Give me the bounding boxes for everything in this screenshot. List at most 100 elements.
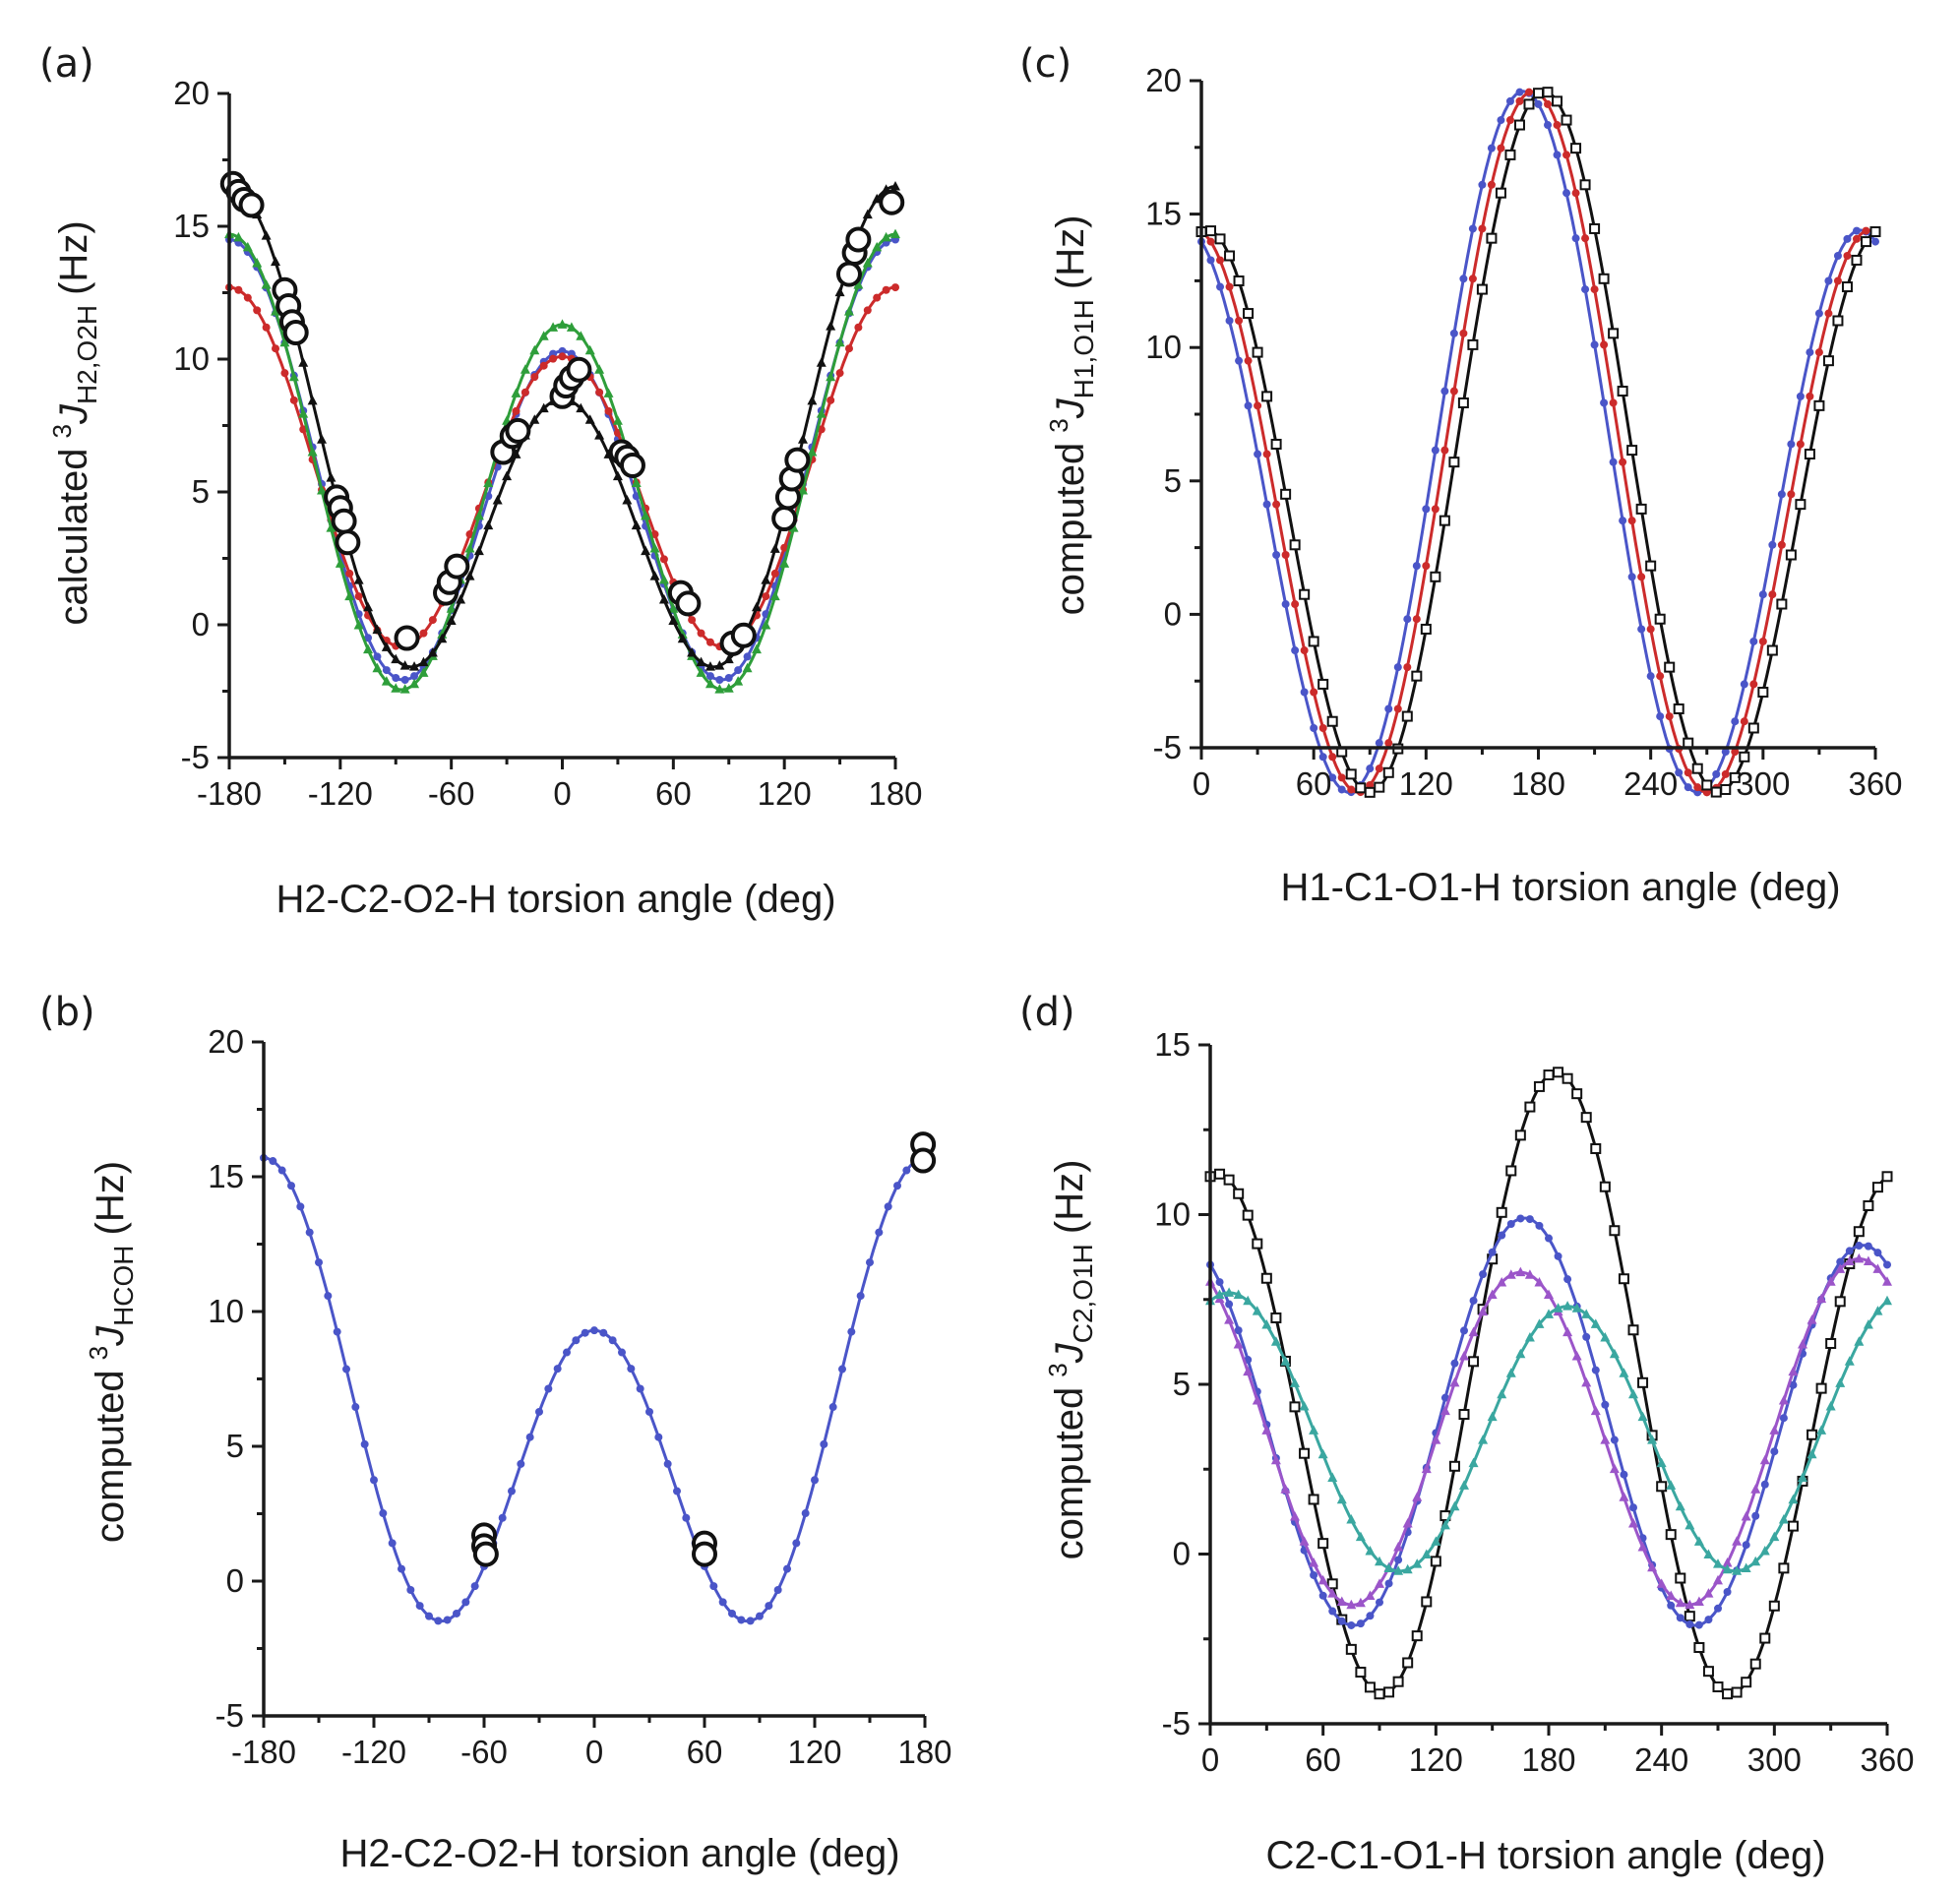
data-point bbox=[576, 402, 586, 413]
data-point bbox=[728, 1609, 736, 1618]
x-tick-label: 300 bbox=[1747, 1741, 1802, 1778]
data-point bbox=[525, 1433, 534, 1441]
data-point bbox=[1712, 1681, 1724, 1693]
data-point bbox=[372, 624, 383, 635]
y-axis-title-sup: 3 bbox=[47, 424, 77, 438]
scatter-marker bbox=[730, 622, 757, 648]
y-axis-title-sup: 3 bbox=[1043, 1363, 1072, 1376]
data-point bbox=[548, 322, 559, 332]
data-point bbox=[1337, 785, 1346, 794]
data-point bbox=[715, 675, 724, 684]
data-point bbox=[262, 323, 271, 332]
data-point bbox=[512, 406, 521, 415]
data-point bbox=[704, 678, 715, 689]
data-point bbox=[1318, 723, 1327, 732]
data-point bbox=[1813, 399, 1825, 411]
x-tick-label: 0 bbox=[585, 1734, 603, 1770]
data-point bbox=[576, 331, 586, 340]
data-point bbox=[1816, 1425, 1827, 1435]
data-point bbox=[1581, 285, 1590, 294]
x-tick-label: 180 bbox=[1511, 765, 1565, 802]
data-point bbox=[631, 519, 642, 530]
data-point bbox=[622, 495, 633, 505]
data-point bbox=[1326, 1578, 1338, 1590]
data-point bbox=[461, 1598, 470, 1607]
data-point bbox=[1873, 1249, 1882, 1257]
axes: -5 0 5 10 15 20 0 60 120 180 240 300 360 bbox=[1145, 62, 1902, 802]
series-black bbox=[224, 181, 900, 671]
data-point bbox=[1346, 1514, 1357, 1524]
data-point bbox=[1270, 438, 1282, 450]
series-blue bbox=[260, 1153, 929, 1625]
data-point bbox=[1843, 234, 1852, 243]
data-point bbox=[1562, 189, 1571, 198]
data-point bbox=[1533, 1080, 1545, 1092]
data-point bbox=[1825, 1276, 1836, 1286]
data-point bbox=[780, 543, 789, 552]
data-point bbox=[345, 569, 354, 578]
data-point bbox=[1225, 316, 1234, 325]
data-point bbox=[1533, 88, 1544, 99]
data-point bbox=[1561, 114, 1572, 126]
data-point bbox=[1233, 1339, 1244, 1349]
data-point bbox=[1552, 95, 1563, 107]
data-point bbox=[1544, 99, 1553, 108]
data-point bbox=[360, 1439, 369, 1448]
data-point bbox=[1254, 401, 1262, 410]
data-point bbox=[1383, 1562, 1394, 1573]
data-point bbox=[872, 241, 883, 252]
data-point bbox=[1871, 237, 1879, 246]
data-point bbox=[1571, 189, 1580, 198]
chart-panel-b: (b) -5 0 5 10 15 20 -180 -120 -60 0 60 120 180 H2-C2… bbox=[39, 990, 952, 1875]
data-point bbox=[1796, 440, 1805, 449]
data-point bbox=[881, 231, 891, 242]
data-point bbox=[704, 661, 715, 671]
y-tick-label: 5 bbox=[1173, 1366, 1191, 1402]
data-point bbox=[1233, 275, 1245, 287]
panel-label: (b) bbox=[39, 990, 95, 1035]
data-point bbox=[1673, 702, 1684, 714]
data-point bbox=[520, 364, 530, 374]
data-point bbox=[1412, 1558, 1423, 1568]
data-point bbox=[1478, 1306, 1489, 1316]
x-tick-label: 240 bbox=[1634, 1741, 1688, 1778]
data-point bbox=[1468, 224, 1477, 233]
data-point bbox=[761, 619, 771, 630]
data-point bbox=[584, 414, 595, 424]
data-point bbox=[1262, 450, 1271, 458]
data-point bbox=[1741, 1677, 1752, 1688]
data-point bbox=[1270, 1336, 1281, 1346]
data-point bbox=[1590, 1142, 1602, 1154]
data-point bbox=[1844, 1356, 1855, 1366]
data-point bbox=[1871, 1182, 1883, 1193]
data-point bbox=[1675, 1500, 1685, 1511]
data-point bbox=[1863, 1319, 1873, 1329]
data-point bbox=[1525, 1215, 1534, 1224]
data-point bbox=[538, 402, 549, 413]
y-axis-title-prefix: computed bbox=[89, 1370, 132, 1543]
data-point bbox=[1487, 1289, 1498, 1300]
data-point bbox=[1402, 1563, 1413, 1574]
data-point bbox=[1769, 1425, 1780, 1435]
x-tick-label: 0 bbox=[1201, 1741, 1219, 1778]
data-point bbox=[1778, 1395, 1789, 1405]
data-point bbox=[1476, 283, 1488, 295]
data-point bbox=[1289, 539, 1301, 551]
data-point bbox=[1844, 1255, 1855, 1265]
data-point bbox=[1411, 670, 1423, 682]
data-point bbox=[418, 667, 429, 677]
data-point bbox=[234, 285, 243, 294]
data-point bbox=[820, 1439, 828, 1448]
data-point bbox=[1833, 251, 1842, 260]
data-point bbox=[1581, 1309, 1592, 1318]
data-point bbox=[1778, 1562, 1790, 1574]
x-tick-label: 0 bbox=[553, 775, 571, 812]
series-black bbox=[1195, 87, 1881, 798]
data-point bbox=[1600, 340, 1609, 349]
data-point bbox=[1665, 1529, 1677, 1541]
data-point bbox=[1684, 768, 1692, 777]
data-point bbox=[1505, 1269, 1516, 1279]
data-point bbox=[279, 336, 290, 347]
data-point bbox=[1421, 1549, 1432, 1559]
data-point bbox=[538, 331, 549, 340]
